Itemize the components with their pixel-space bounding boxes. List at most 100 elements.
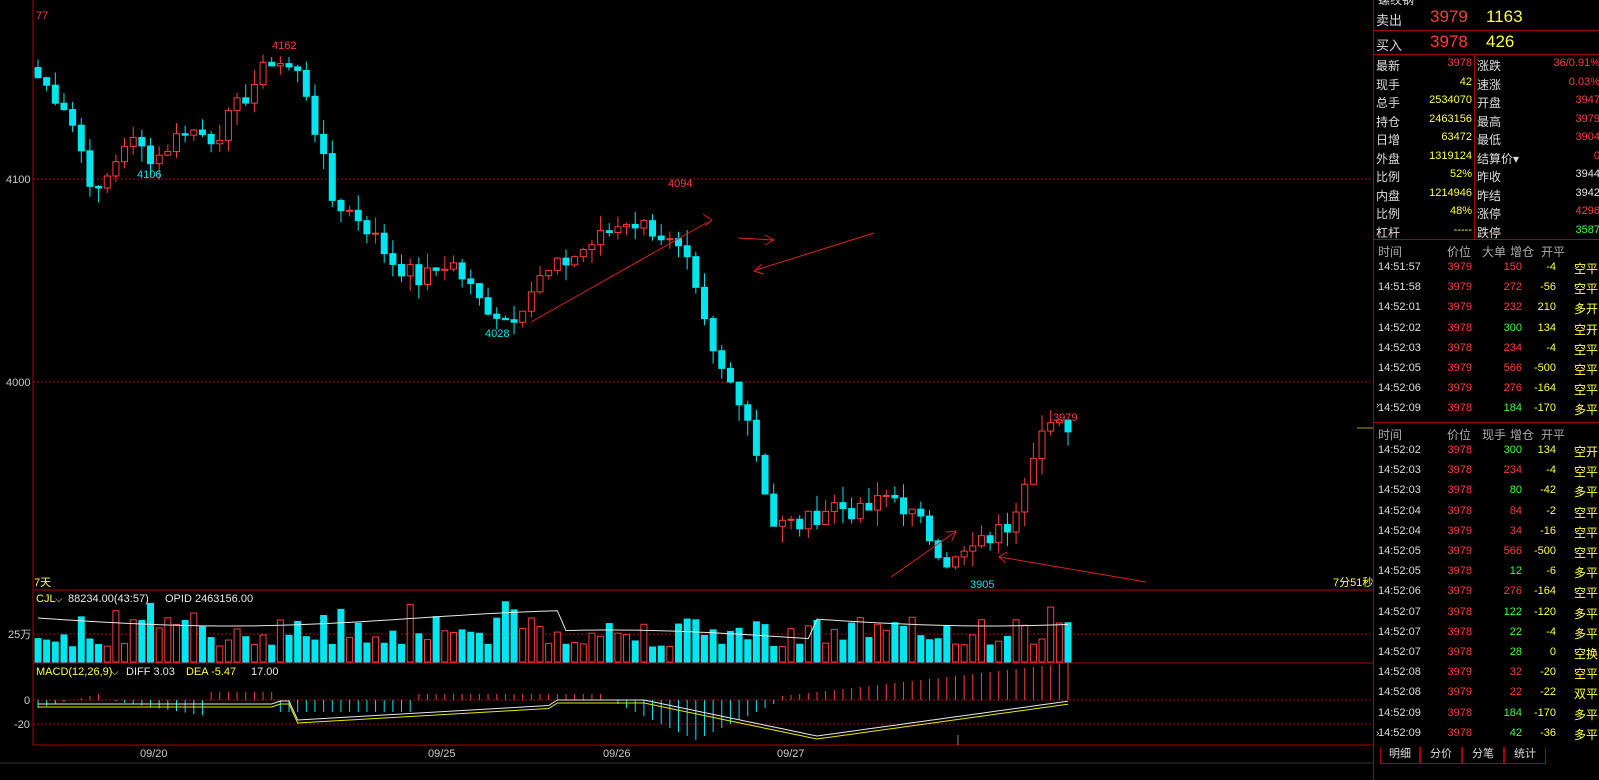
row-type: 空平 <box>1573 383 1598 398</box>
candle-body <box>804 510 812 530</box>
panel-tab[interactable]: 统计 <box>1504 747 1546 764</box>
candle-body <box>190 129 198 136</box>
volume-bar <box>1021 624 1029 663</box>
row-oi-change: -170 <box>1533 402 1556 415</box>
row-oi-change: 0 <box>1549 646 1556 658</box>
row-price: 3978 <box>1447 726 1472 739</box>
x-tick-0920: 09/20 <box>140 748 168 760</box>
column-header: 开平 <box>1541 428 1566 442</box>
stat-label-2: 开盘 <box>1477 96 1502 110</box>
stat-label-2[interactable]: 结算价▾ <box>1477 151 1520 166</box>
row-time: 14:52:06 <box>1378 382 1421 395</box>
list-item[interactable]: 14:52:04 3978 84 -2 空平 <box>1374 502 1599 522</box>
volume-bar <box>328 643 336 663</box>
list-item[interactable]: 14:52:07 3978 28 0 空换 <box>1374 643 1599 663</box>
stat-value-2: 3942 <box>1575 186 1599 199</box>
row-oi-change: -4 <box>1546 464 1556 477</box>
volume-bar <box>995 640 1003 663</box>
row-type: 空平 <box>1573 525 1598 540</box>
macd-indicator-name[interactable]: MACD(12,26,9) <box>36 666 112 678</box>
candle-body <box>475 283 483 299</box>
list-item[interactable]: 14:52:07 3978 22 -4 多平 <box>1374 623 1599 643</box>
ask-row[interactable]: 卖出 3979 1163 <box>1374 6 1599 31</box>
list-item[interactable]: 14:52:06 3979 276 -164 空平 <box>1374 582 1599 602</box>
volume-bar <box>172 623 180 663</box>
list-item[interactable]: 14:51:57 3979 150 -4 空平 <box>1374 258 1599 278</box>
volume-bar <box>969 634 977 663</box>
row-volume: 234 <box>1503 464 1522 477</box>
list-item[interactable]: 14:52:02 3978 300 134 空开 <box>1374 319 1599 339</box>
stat-value: 42 <box>1459 75 1472 88</box>
column-header: 增仓 <box>1510 428 1535 442</box>
volume-bar <box>311 639 319 663</box>
volume-bar <box>484 643 492 663</box>
panel-tab[interactable]: 明细 <box>1380 747 1420 764</box>
row-oi-change: -6 <box>1546 565 1556 578</box>
list-item[interactable]: 14:51:58 3979 272 -56 空平 <box>1374 278 1599 298</box>
chart-area[interactable]: 77 4162 4106 4094 4028 3905 3979 4100 40… <box>0 0 1373 780</box>
scroll-left-icon[interactable]: › <box>1376 400 1380 411</box>
volume-bar <box>1029 643 1037 663</box>
vol-indicator-name[interactable]: CJL <box>36 593 56 605</box>
candle-body <box>285 63 293 68</box>
volume-bar <box>934 638 942 663</box>
row-time: 14:52:09 <box>1378 402 1421 415</box>
volume-bar <box>155 627 163 663</box>
vol-indicator-chevron-icon[interactable]: ⌵ <box>55 594 63 605</box>
list-item[interactable]: 14:52:03 3978 80 -42 多平 <box>1374 481 1599 501</box>
x-tick-0927: 09/27 <box>777 748 805 760</box>
list-item[interactable]: 14:52:05 3979 566 -500 空平 <box>1374 542 1599 562</box>
stat-label: 总手 <box>1376 96 1401 110</box>
row-oi-change: 134 <box>1537 321 1556 334</box>
volume-bar <box>129 619 137 663</box>
list-item[interactable]: 14:52:03 3978 234 -4 空平 <box>1374 339 1599 359</box>
stat-value-2: 36/0.91% <box>1553 57 1599 69</box>
list-item[interactable]: 14:52:09 3978 184 -170 多平 <box>1374 704 1599 724</box>
candle-body <box>614 226 622 234</box>
bid-row[interactable]: 买入 3978 426 <box>1374 31 1599 56</box>
period-label[interactable]: 7天 <box>34 577 51 589</box>
macd-chevron-icon[interactable]: ⌵ <box>111 667 119 678</box>
row-oi-change: -36 <box>1540 726 1556 739</box>
panel-title: 螺纹钢 <box>1378 0 1415 7</box>
stat-row: 比例 48% 涨停 4296 <box>1374 203 1599 221</box>
candle-body <box>882 494 890 497</box>
column-header: 开平 <box>1541 245 1566 259</box>
list-item[interactable]: 14:52:08 3979 22 -22 双平 <box>1374 683 1599 703</box>
candle-body <box>501 317 509 321</box>
list-item[interactable]: 14:52:04 3979 34 -16 空平 <box>1374 522 1599 542</box>
row-type: 空平 <box>1573 505 1598 520</box>
candle-body <box>519 310 527 323</box>
list-item[interactable]: 14:52:02 3978 300 134 空开 <box>1374 441 1599 461</box>
volume-bar <box>553 631 561 663</box>
panel-tab[interactable]: 分笔 <box>1462 747 1504 764</box>
row-type: 空开 <box>1573 445 1598 459</box>
candle-body <box>380 232 388 255</box>
list-item[interactable]: 14:52:03 3978 234 -4 空平 <box>1374 461 1599 481</box>
list-item[interactable]: 14:52:05 3978 12 -6 多平 <box>1374 562 1599 582</box>
list-item[interactable]: 14:52:01 3979 232 210 多开 <box>1374 298 1599 318</box>
stat-value: 52% <box>1449 168 1472 180</box>
column-header: 现手 <box>1482 428 1507 442</box>
price-annotation-high2: 4094 <box>668 178 692 190</box>
diff-line <box>38 699 1069 737</box>
volume-bar <box>752 621 760 663</box>
list-item[interactable]: 14:52:07 3978 122 -120 多平 <box>1374 603 1599 623</box>
list-item[interactable]: 14:52:05 3979 566 -500 空平 <box>1374 359 1599 379</box>
list-item[interactable]: 14:52:09 3978 42 -36 多平 <box>1374 724 1599 744</box>
stat-value-2: 0.03% <box>1568 75 1599 88</box>
volume-bar <box>830 629 838 663</box>
volume-bar <box>536 626 544 663</box>
candle-body <box>1047 422 1055 432</box>
list-item[interactable]: 14:52:09 3978 184 -170 多平 <box>1374 399 1599 419</box>
panel-tab[interactable]: 分价 <box>1420 747 1462 764</box>
bid-label: 买入 <box>1376 38 1403 53</box>
volume-bar <box>917 635 925 663</box>
volume-bar <box>977 619 985 663</box>
list-item[interactable]: 14:52:08 3979 32 -20 空平 <box>1374 663 1599 683</box>
row-volume: 28 <box>1509 646 1522 658</box>
candle-body <box>328 153 336 201</box>
scroll-left-icon-2[interactable]: › <box>1376 728 1380 739</box>
row-volume: 22 <box>1509 625 1522 638</box>
list-item[interactable]: 14:52:06 3979 276 -164 空平 <box>1374 379 1599 399</box>
